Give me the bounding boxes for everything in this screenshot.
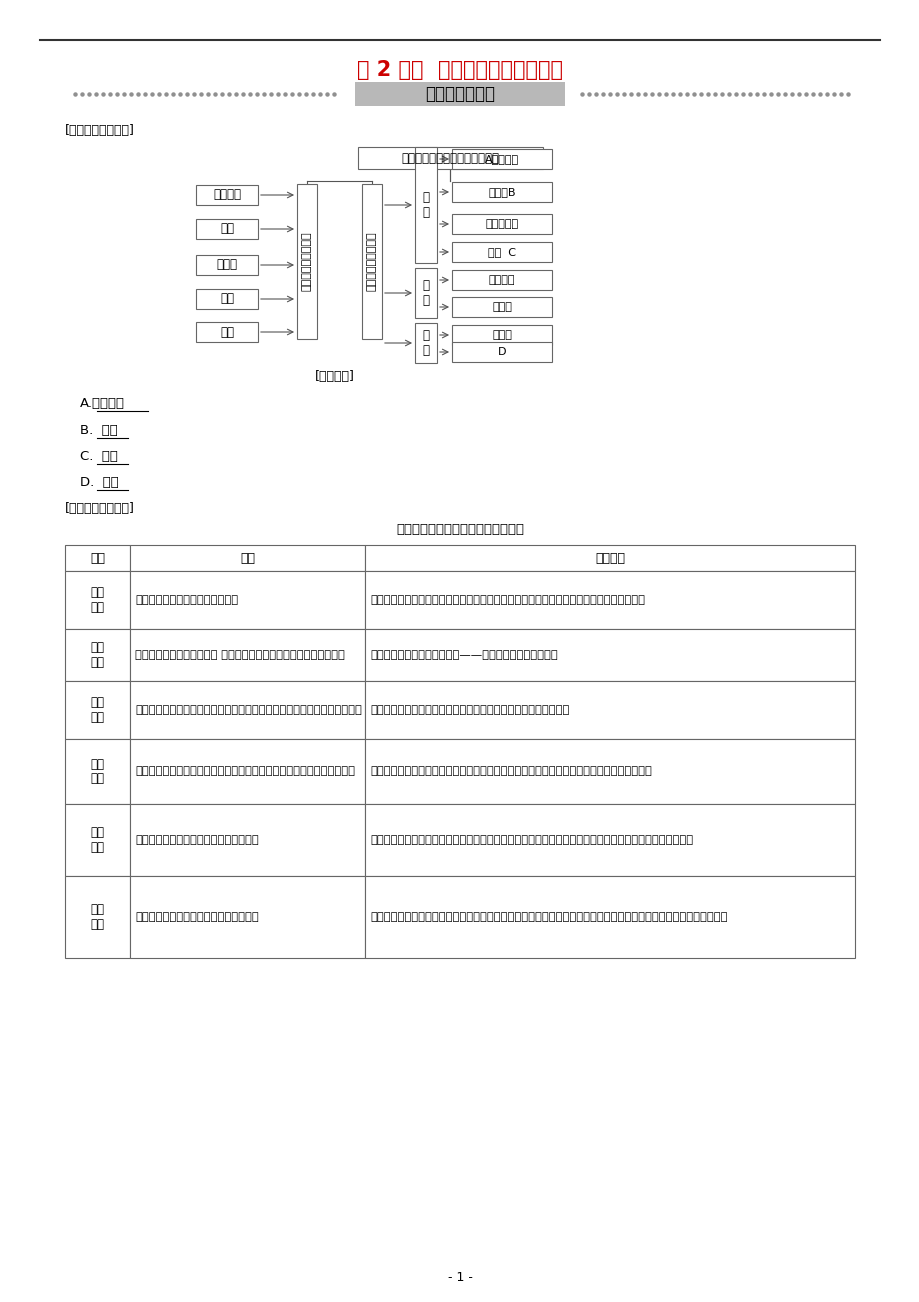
Text: D: D	[497, 348, 505, 357]
Bar	[414, 147, 437, 263]
Bar	[365, 805, 854, 876]
Text: 汉赋、B: 汉赋、B	[488, 187, 516, 197]
Text: 知识分子地位提高、市民阶层队伍扩大，推动了文学艺术的发展，宋词代表了这一时期文学艺术的最高成就: 知识分子地位提高、市民阶层队伍扩大，推动了文学艺术的发展，宋词代表了这一时期文学…	[369, 835, 692, 845]
Bar	[130, 740, 365, 805]
Text: 传统科技继续发展，但未转化为近代科技: 传统科技继续发展，但未转化为近代科技	[135, 911, 258, 922]
Text: 单元小结与测评: 单元小结与测评	[425, 85, 494, 103]
Bar	[130, 681, 365, 740]
Text: - 1 -: - 1 -	[447, 1271, 472, 1284]
Text: 科技: 科技	[240, 552, 255, 565]
Text: 数学: 数学	[220, 223, 233, 236]
Bar	[414, 323, 437, 363]
Text: 农学: 农学	[220, 293, 233, 306]
Text: 随着商品经济的发展，市民文化兴起，文学、绘画、戏剧等领域出现了新的成就，小说代表了这一时期文学的最高成就: 随着商品经济的发展，市民文化兴起，文学、绘画、戏剧等领域出现了新的成就，小说代表…	[369, 911, 727, 922]
Text: 出现四大发明之一的造纸术 在数学等其他科学领域也取得了重大成就: 出现四大发明之一的造纸术 在数学等其他科学领域也取得了重大成就	[135, 650, 345, 660]
Bar	[365, 681, 854, 740]
Bar	[365, 876, 854, 958]
Bar	[65, 876, 130, 958]
Bar	[414, 268, 437, 318]
Bar	[451, 182, 551, 202]
Text: 数学、农学成就特别突出，出现祖冲之等数学家和《齐民要术》等农学巨著: 数学、农学成就特别突出，出现祖冲之等数学家和《齐民要术》等农学巨著	[135, 704, 361, 715]
Text: 文
学: 文 学	[422, 191, 429, 219]
Text: D.  京剧: D. 京剧	[80, 477, 119, 490]
Text: 中国古代科技与文学艺术的发展历程: 中国古代科技与文学艺术的发展历程	[395, 523, 524, 536]
Text: A.《诗经》: A.《诗经》	[80, 397, 125, 410]
Bar	[361, 184, 381, 339]
Bar	[451, 326, 551, 345]
Bar	[297, 184, 317, 339]
Bar	[451, 214, 551, 234]
Bar	[365, 740, 854, 805]
Text: 天文学: 天文学	[216, 259, 237, 272]
Bar	[130, 805, 365, 876]
Bar	[451, 148, 551, 169]
Text: 四大发明: 四大发明	[213, 189, 241, 202]
Text: 秦汉
时期: 秦汉 时期	[90, 641, 105, 669]
Bar	[196, 219, 257, 240]
Bar	[65, 805, 130, 876]
Text: 古代中国的科学技术与文学艺术: 古代中国的科学技术与文学艺术	[401, 151, 499, 164]
Text: 项目: 项目	[90, 552, 105, 565]
Text: 隋唐
时期: 隋唐 时期	[90, 758, 105, 785]
Text: [自我校对]: [自我校对]	[314, 370, 355, 383]
Text: 第 2 单元  古代中国的科技与文化: 第 2 单元 古代中国的科技与文化	[357, 60, 562, 79]
Bar	[365, 629, 854, 681]
Text: 先秦
时期: 先秦 时期	[90, 586, 105, 615]
Bar	[65, 629, 130, 681]
Bar	[451, 270, 551, 290]
Text: 宋元
时期: 宋元 时期	[90, 825, 105, 854]
Bar	[196, 185, 257, 204]
Bar	[196, 289, 257, 309]
Text: 宋词、元曲: 宋词、元曲	[485, 219, 518, 229]
Bar	[130, 572, 365, 629]
Text: A《离骚》: A《离骚》	[484, 154, 518, 164]
Bar	[65, 740, 130, 805]
Bar	[355, 82, 564, 105]
Text: 开始形成具有东方特色的实用科技: 开始形成具有东方特色的实用科技	[135, 595, 238, 605]
Text: 魏晋
时期: 魏晋 时期	[90, 697, 105, 724]
Bar	[451, 342, 551, 362]
Text: 四大发明已全部出现，并传播到世界各地: 四大发明已全部出现，并传播到世界各地	[135, 835, 258, 845]
Text: 出现反映时代特色的文学形式——汉赋，书法艺术初步发展: 出现反映时代特色的文学形式——汉赋，书法艺术初步发展	[369, 650, 557, 660]
Bar	[365, 546, 854, 572]
Bar	[130, 546, 365, 572]
Text: B.  唐诗: B. 唐诗	[80, 424, 118, 437]
Text: 特立独行的士人群体形成，推动了书法、绘画、文学等艺术的发展: 特立独行的士人群体形成，推动了书法、绘画、文学等艺术的发展	[369, 704, 569, 715]
Bar	[130, 876, 365, 958]
Text: [主题时空线索串联]: [主题时空线索串联]	[65, 124, 135, 137]
Bar	[65, 572, 130, 629]
Text: 元杂剧: 元杂剧	[492, 329, 511, 340]
Text: [主题发展历程纵览]: [主题发展历程纵览]	[65, 503, 135, 516]
Bar	[365, 572, 854, 629]
Bar	[451, 242, 551, 262]
Bar	[196, 255, 257, 275]
Text: 文学艺术: 文学艺术	[595, 552, 624, 565]
Bar	[65, 546, 130, 572]
Text: 《诗经》和楚辞分别成为我国古代现实主义和浪漫主义文学的源头；书法、绘画等出现萌芽: 《诗经》和楚辞分别成为我国古代现实主义和浪漫主义文学的源头；书法、绘画等出现萌芽	[369, 595, 644, 605]
Bar	[65, 681, 130, 740]
Text: 书
画: 书 画	[422, 279, 429, 307]
Bar	[196, 322, 257, 342]
Text: 医学成就比较突出，出现药物学巨著《千金方》，火药和雕版印刷术发明: 医学成就比较突出，出现药物学巨著《千金方》，火药和雕版印刷术发明	[135, 767, 355, 776]
Text: 医学: 医学	[220, 326, 233, 339]
Text: 古代中国的文学艺术: 古代中国的文学艺术	[367, 232, 377, 292]
Text: 明清  C: 明清 C	[487, 247, 516, 256]
Bar	[357, 147, 542, 169]
Text: 明清
时期: 明清 时期	[90, 904, 105, 931]
Text: 戏
曲: 戏 曲	[422, 329, 429, 357]
Bar	[130, 629, 365, 681]
Text: 中国画: 中国画	[492, 302, 511, 312]
Text: C.  小说: C. 小说	[80, 450, 118, 464]
Text: 科举制度扩大了知识分子队伍，推动了文学艺术的进步，唐诗代表了这一时期文学的最高水平: 科举制度扩大了知识分子队伍，推动了文学艺术的进步，唐诗代表了这一时期文学的最高水…	[369, 767, 652, 776]
Text: 书法艺术: 书法艺术	[488, 275, 515, 285]
Bar	[451, 297, 551, 316]
Text: 古代中国的科学技术: 古代中国的科学技术	[301, 232, 312, 292]
